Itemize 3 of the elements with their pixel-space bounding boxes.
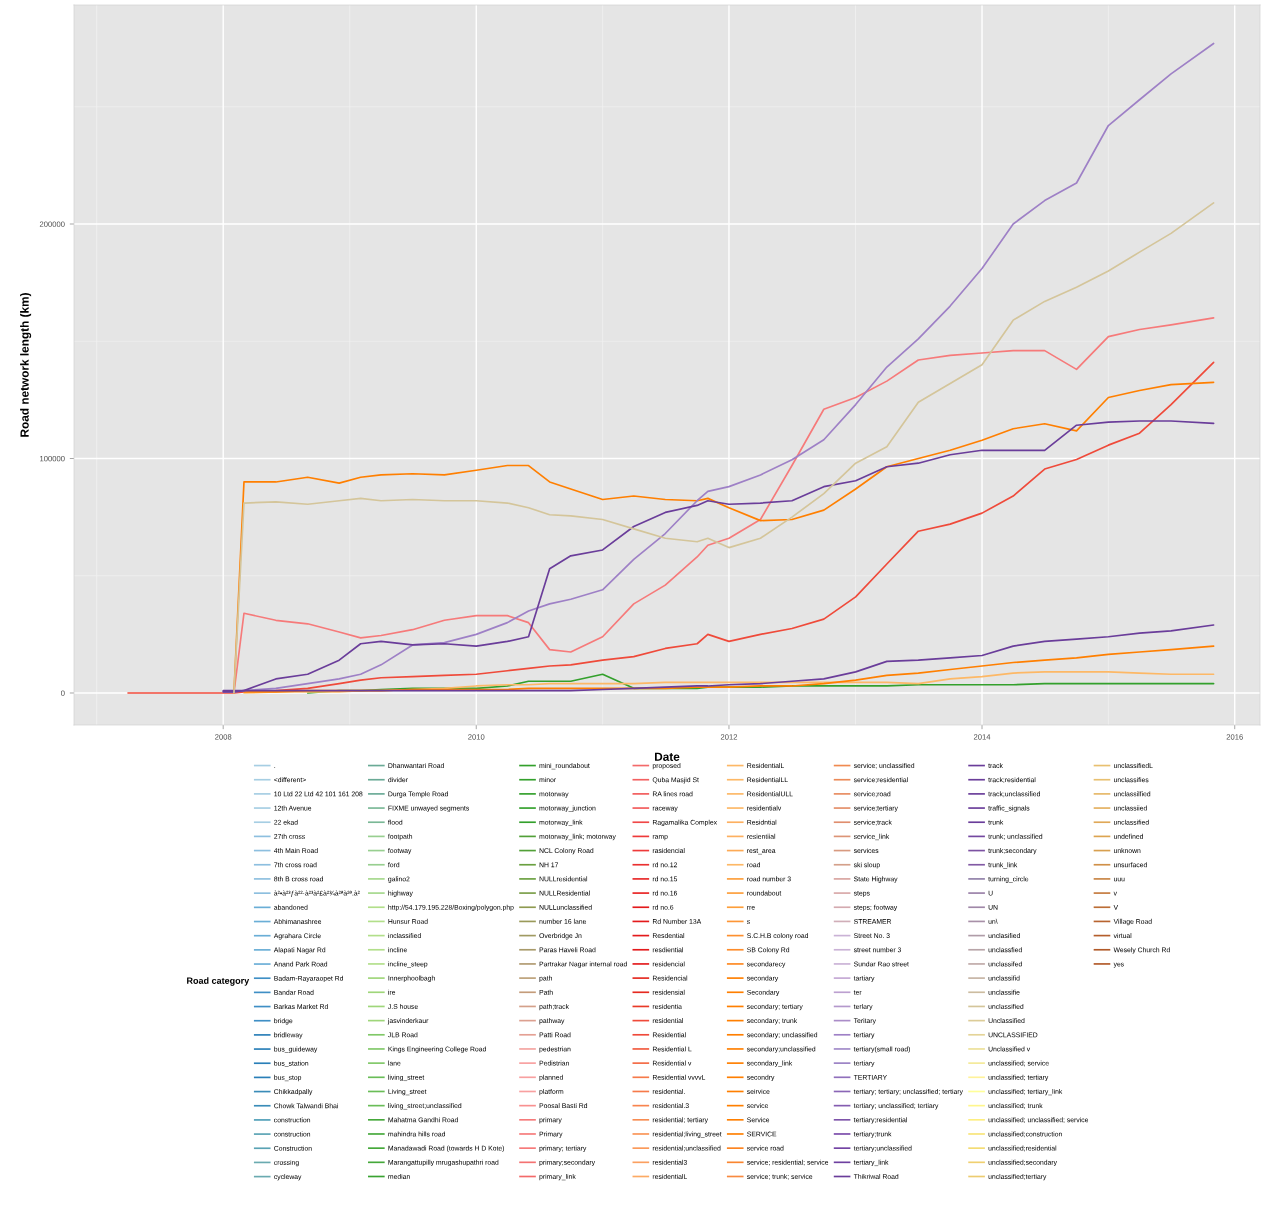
legend-title: Road category [187, 977, 250, 986]
y-axis-title: Road network length (km) [20, 293, 32, 437]
x-axis-title: Date [655, 752, 680, 761]
